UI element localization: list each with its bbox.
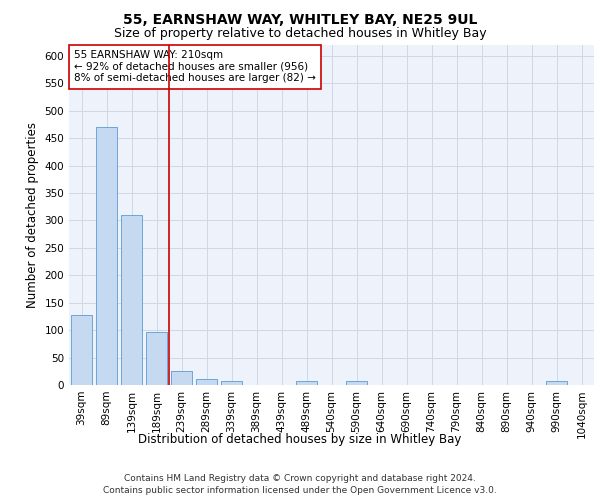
Bar xyxy=(546,381,567,385)
Bar xyxy=(96,128,117,385)
Bar xyxy=(196,379,217,385)
Text: Size of property relative to detached houses in Whitley Bay: Size of property relative to detached ho… xyxy=(113,28,487,40)
Text: Contains public sector information licensed under the Open Government Licence v3: Contains public sector information licen… xyxy=(103,486,497,495)
Bar xyxy=(121,215,142,385)
Text: Contains HM Land Registry data © Crown copyright and database right 2024.: Contains HM Land Registry data © Crown c… xyxy=(124,474,476,483)
Bar xyxy=(346,381,367,385)
Bar xyxy=(296,381,317,385)
Y-axis label: Number of detached properties: Number of detached properties xyxy=(26,122,39,308)
Text: 55, EARNSHAW WAY, WHITLEY BAY, NE25 9UL: 55, EARNSHAW WAY, WHITLEY BAY, NE25 9UL xyxy=(123,12,477,26)
Bar xyxy=(221,381,242,385)
Bar xyxy=(171,370,192,385)
Bar xyxy=(71,315,92,385)
Text: Distribution of detached houses by size in Whitley Bay: Distribution of detached houses by size … xyxy=(139,432,461,446)
Text: 55 EARNSHAW WAY: 210sqm
← 92% of detached houses are smaller (956)
8% of semi-de: 55 EARNSHAW WAY: 210sqm ← 92% of detache… xyxy=(74,50,316,84)
Bar xyxy=(146,332,167,385)
